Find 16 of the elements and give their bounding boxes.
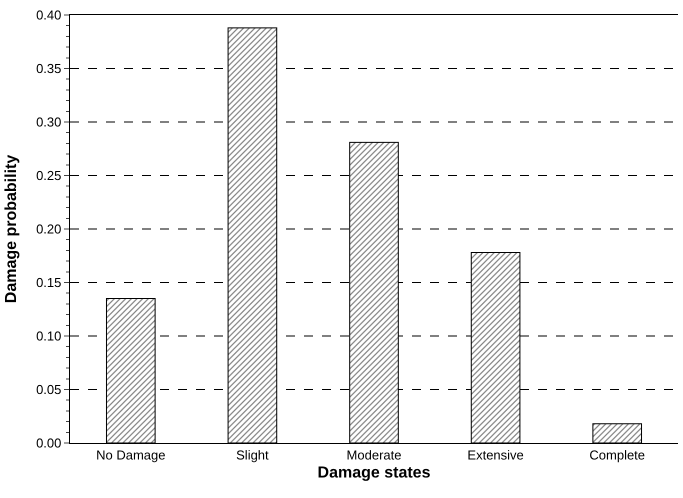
- y-tick-label: 0.30: [36, 114, 62, 130]
- y-tick-label: 0.35: [36, 61, 62, 76]
- y-tick-label: 0.25: [36, 168, 62, 184]
- y-tick-label: 0.00: [36, 436, 62, 451]
- y-tick-label: 0.20: [36, 222, 62, 237]
- x-tick-label: Complete: [589, 448, 646, 463]
- x-tick-label: No Damage: [96, 448, 166, 463]
- x-tick-label: Moderate: [346, 448, 402, 463]
- x-tick-label: Slight: [236, 448, 270, 463]
- y-tick-label: 0.10: [36, 328, 62, 344]
- y-tick-label: 0.15: [36, 275, 62, 290]
- y-tick-label: 0.05: [36, 382, 62, 398]
- y-tick-label: 0.40: [36, 8, 62, 23]
- x-tick-label: Extensive: [467, 448, 524, 463]
- y-axis-title: Damage probability: [2, 154, 20, 304]
- x-axis-title: Damage states: [318, 464, 431, 482]
